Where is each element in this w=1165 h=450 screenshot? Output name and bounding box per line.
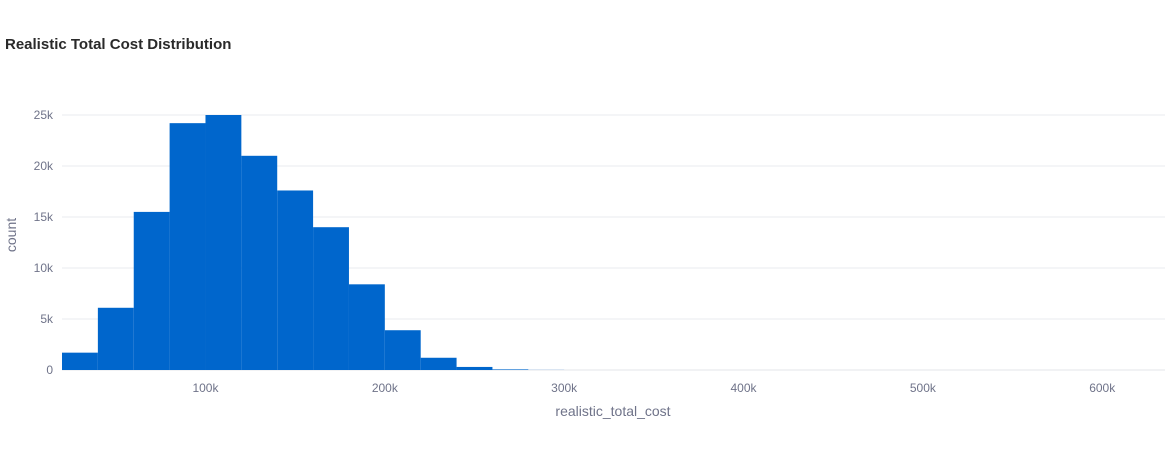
y-tick-label: 0 (46, 363, 53, 377)
x-tick-label: 300k (551, 381, 578, 395)
y-tick-label: 15k (34, 210, 54, 224)
y-tick-label: 25k (34, 108, 54, 122)
histogram-bar[interactable] (420, 357, 457, 370)
histogram-bar[interactable] (169, 123, 206, 370)
x-axis-ticks: 100k 200k 300k 400k 500k 600k (192, 381, 1116, 395)
histogram-bar[interactable] (277, 190, 314, 370)
y-axis-title: count (3, 218, 19, 252)
histogram-bar[interactable] (348, 284, 385, 370)
histogram-bar[interactable] (492, 369, 529, 370)
x-tick-label: 500k (910, 381, 937, 395)
histogram-bar[interactable] (97, 307, 134, 370)
y-tick-label: 20k (34, 159, 54, 173)
histogram-bar[interactable] (133, 211, 170, 370)
x-tick-label: 600k (1089, 381, 1116, 395)
bars-layer (62, 115, 565, 370)
grid-layer (62, 114, 1165, 371)
histogram-bar[interactable] (62, 352, 98, 370)
y-axis-ticks: 0 5k 10k 15k 20k 25k (34, 108, 54, 377)
histogram-bar[interactable] (313, 227, 349, 370)
chart-title: Realistic Total Cost Distribution (5, 36, 232, 53)
x-tick-label: 400k (731, 381, 758, 395)
histogram-bar[interactable] (456, 366, 493, 370)
y-tick-label: 5k (40, 312, 54, 326)
histogram-bar[interactable] (241, 155, 278, 370)
x-tick-label: 200k (372, 381, 399, 395)
x-tick-label: 100k (192, 381, 219, 395)
x-axis-title: realistic_total_cost (555, 403, 670, 419)
histogram-bar[interactable] (384, 330, 421, 370)
histogram-bar[interactable] (205, 115, 242, 370)
y-tick-label: 10k (34, 261, 54, 275)
